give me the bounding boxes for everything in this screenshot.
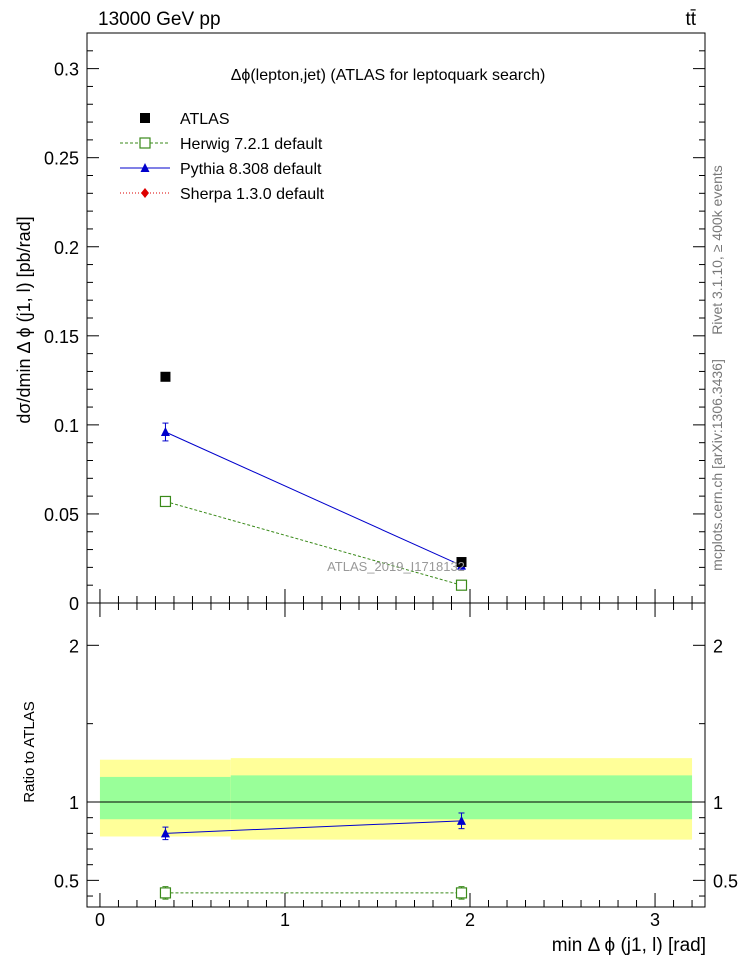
main-ylabel: dσ/dmin Δ ϕ (j1, l) [pb/rad] <box>14 216 34 423</box>
ratio-ylabel: Ratio to ATLAS <box>21 701 38 802</box>
ratio-frame <box>86 602 706 908</box>
herwig-point <box>159 887 172 899</box>
legend-marker-atlas <box>140 113 150 123</box>
ratio-panel: 0.5 0.5 1 1 2 2 Ratio to ATLAS <box>21 602 738 908</box>
rivet-label: Rivet 3.1.10, ≥ 400k events <box>709 165 725 335</box>
atlas-point <box>456 557 467 568</box>
y-tick-label: 0.2 <box>54 238 79 258</box>
y-tick-label: 0.05 <box>44 505 79 525</box>
herwig-point <box>455 887 468 899</box>
pythia-point <box>160 427 170 436</box>
x-tick-label: 2 <box>465 910 475 930</box>
y-tick-label: 0.1 <box>54 416 79 436</box>
main-panel: 0 0.05 0.1 0.15 0.2 0.25 0.3 Δϕ(lepton,jet) (A… <box>14 32 706 614</box>
atlas-point <box>160 371 171 382</box>
mcplots-label: mcplots.cern.ch [arXiv:1306.3436] <box>709 359 725 571</box>
y-tick-label: 0.25 <box>44 149 79 169</box>
x-tick-label: 0 <box>95 910 105 930</box>
legend-marker-pythia <box>140 163 150 172</box>
ratio-tick-label-right: 0.5 <box>713 871 738 891</box>
ratio-tick-label-right: 1 <box>713 793 723 813</box>
y-tick-label: 0.15 <box>44 327 79 347</box>
legend-label: Herwig 7.2.1 default <box>180 136 323 153</box>
x-tick-label: 1 <box>280 910 290 930</box>
pythia-point <box>160 828 170 838</box>
ratio-line-pythia <box>165 820 462 834</box>
uncertainty-band-inner <box>230 775 693 820</box>
legend-label: Sherpa 1.3.0 default <box>180 186 325 203</box>
energy-label: 13000 GeV pp <box>98 9 221 30</box>
herwig-point <box>455 579 468 591</box>
y-tick-label: 0.3 <box>54 60 79 80</box>
watermark: ATLAS_2019_I1718132 <box>327 559 465 574</box>
pythia-point <box>457 815 467 825</box>
legend-marker-herwig <box>139 137 151 149</box>
main-line-herwig <box>165 500 462 586</box>
uncertainty-band-inner <box>99 776 231 820</box>
herwig-point <box>159 495 172 508</box>
ratio-tick-label-right: 2 <box>713 636 723 656</box>
main-title: Δϕ(lepton,jet) (ATLAS for leptoquark sea… <box>231 67 546 84</box>
ratio-tick-label: 0.5 <box>54 871 79 891</box>
legend: ATLAS Herwig 7.2.1 default Pythia 8.308 de… <box>120 111 325 203</box>
main-line-pythia <box>165 431 462 567</box>
x-tick-label: 3 <box>650 910 660 930</box>
ratio-tick-label: 2 <box>69 636 79 656</box>
legend-marker-sherpa <box>141 188 149 198</box>
legend-label: ATLAS <box>180 111 230 128</box>
ratio-tick-label: 1 <box>69 793 79 813</box>
process-label: tt̄ <box>685 9 696 30</box>
x-axis-label: min Δ ϕ (j1, l) [rad] <box>552 935 706 956</box>
y-tick-label: 0 <box>69 594 79 614</box>
legend-label: Pythia 8.308 default <box>180 161 322 178</box>
